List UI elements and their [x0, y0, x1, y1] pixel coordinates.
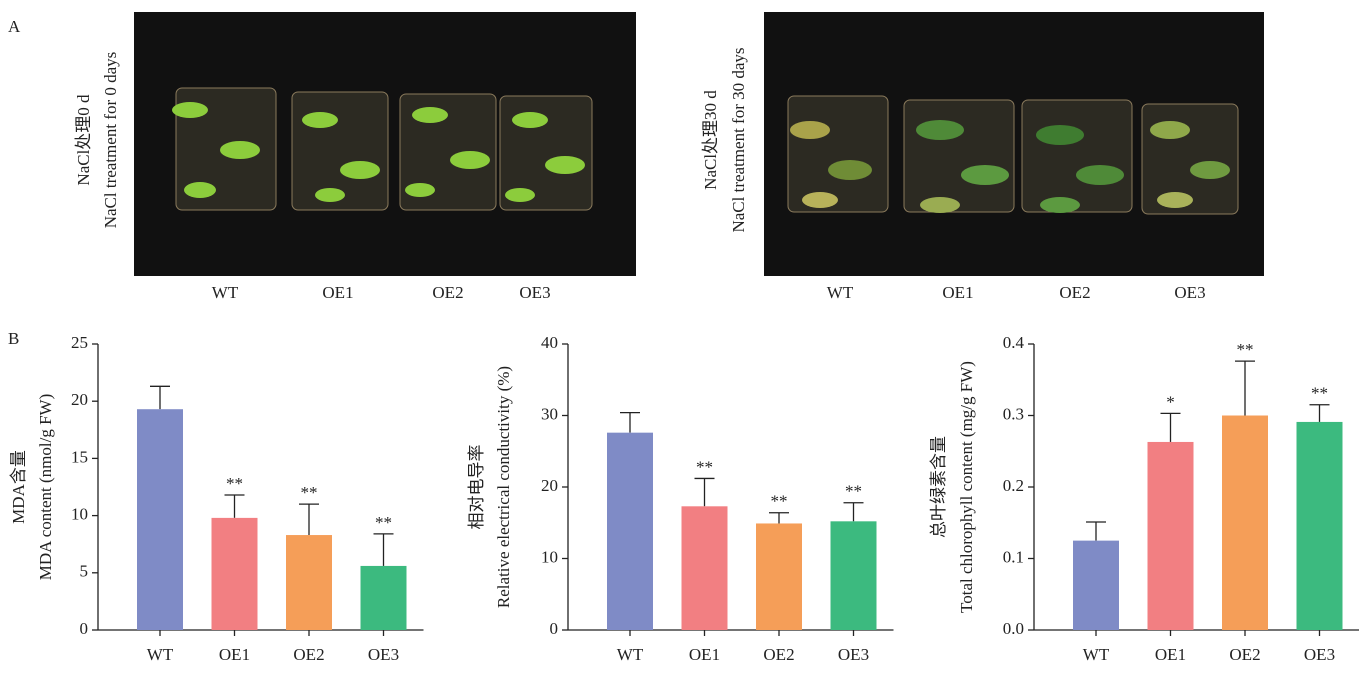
y-tick-label: 0: [550, 619, 559, 638]
significance-label: **: [375, 513, 392, 532]
panel-label: A: [8, 17, 21, 36]
significance-label: **: [301, 483, 318, 502]
y-tick-label: 5: [80, 562, 89, 581]
leaves: [790, 120, 1230, 213]
y-tick-label: 25: [71, 333, 88, 352]
y-axis-label: MDA content (nmol/g FW): [36, 394, 55, 581]
y-axis-label: MDA含量: [9, 450, 28, 524]
y-tick-label: 0.2: [1003, 476, 1024, 495]
y-tick-label: 40: [541, 333, 558, 352]
y-axis-label: 相对电导率: [467, 445, 486, 530]
photo-label: OE2: [1059, 283, 1090, 302]
photo-label: WT: [827, 283, 854, 302]
photo-label: OE2: [432, 283, 463, 302]
x-tick-label: WT: [1083, 645, 1110, 664]
bar: [360, 565, 407, 630]
pot: [399, 93, 497, 211]
significance-label: **: [1237, 340, 1254, 359]
bar: [137, 409, 183, 630]
bar: [1147, 441, 1194, 630]
x-tick-label: OE2: [1229, 645, 1260, 664]
y-tick-label: 15: [71, 447, 88, 466]
photo-label: OE1: [322, 283, 353, 302]
bar: [607, 432, 653, 630]
pot: [787, 95, 889, 213]
bar: [286, 535, 332, 630]
y-tick-label: 0.4: [1003, 333, 1025, 352]
y-tick-label: 0.1: [1003, 547, 1024, 566]
y-axis-label: Total chlorophyll content (mg/g FW): [957, 361, 976, 613]
photo-label: OE3: [519, 283, 550, 302]
bar: [1296, 421, 1343, 630]
x-tick-label: OE2: [763, 645, 794, 664]
y-tick-label: 20: [541, 476, 558, 495]
panel-label: B: [8, 329, 19, 348]
photo-label: WT: [212, 283, 239, 302]
y-tick-label: 10: [541, 547, 558, 566]
photo-label: OE3: [1174, 283, 1205, 302]
leaves: [172, 102, 585, 202]
pot: [1021, 99, 1133, 213]
bar: [756, 523, 802, 630]
x-tick-label: OE1: [219, 645, 250, 664]
y-tick-label: 0.3: [1003, 404, 1024, 423]
bar: [1222, 415, 1268, 630]
x-tick-label: OE3: [1304, 645, 1335, 664]
y-axis-label: 总叶绿素含量: [929, 436, 948, 538]
bar: [211, 517, 258, 630]
x-tick-label: WT: [147, 645, 174, 664]
y-tick-label: 0.0: [1003, 619, 1024, 638]
x-tick-label: OE1: [1155, 645, 1186, 664]
bar: [1073, 540, 1119, 630]
x-tick-label: OE3: [368, 645, 399, 664]
significance-label: **: [1311, 384, 1328, 403]
photo-caption: NaCl处理0 d: [74, 94, 93, 186]
photo-caption: NaCl处理30 d: [701, 90, 720, 190]
pot: [903, 99, 1015, 213]
photo-caption: NaCl treatment for 30 days: [729, 47, 748, 232]
significance-label: *: [1166, 392, 1175, 411]
y-tick-label: 0: [80, 619, 89, 638]
significance-label: **: [226, 474, 243, 493]
bar: [681, 506, 728, 630]
significance-label: **: [845, 482, 862, 501]
x-tick-label: WT: [617, 645, 644, 664]
significance-label: **: [696, 457, 713, 476]
photo-caption: NaCl treatment for 0 days: [101, 52, 120, 229]
x-tick-label: OE1: [689, 645, 720, 664]
photo-label: OE1: [942, 283, 973, 302]
y-tick-label: 10: [71, 505, 88, 524]
y-axis-label: Relative electrical conductivity (%): [494, 366, 513, 608]
y-tick-label: 20: [71, 390, 88, 409]
y-tick-label: 30: [541, 404, 558, 423]
x-tick-label: OE2: [293, 645, 324, 664]
photo: [134, 12, 1264, 276]
significance-label: **: [771, 492, 788, 511]
x-tick-label: OE3: [838, 645, 869, 664]
bar: [830, 521, 877, 630]
